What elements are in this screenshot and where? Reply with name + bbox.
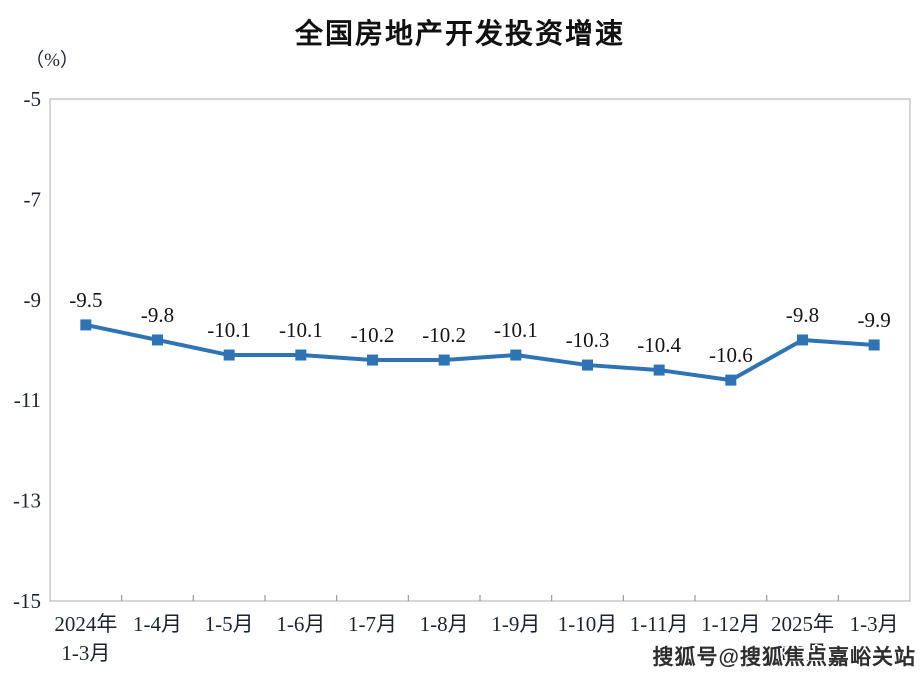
x-axis-category-label: 1-3月 bbox=[850, 612, 899, 636]
x-axis-category-label: 1-10月 bbox=[558, 612, 618, 636]
investment-growth-line bbox=[83, 322, 877, 383]
y-axis-tick-label: -5 bbox=[24, 87, 42, 111]
y-axis-tick-label: -13 bbox=[13, 489, 41, 513]
chart-title: 全国房地产开发投资增速 bbox=[294, 18, 625, 49]
data-point-marker bbox=[653, 364, 665, 376]
x-axis-category-label: 1-7月 bbox=[348, 612, 397, 636]
data-point-marker bbox=[80, 319, 92, 331]
watermark: 搜狐号@搜狐焦点嘉峪关站 bbox=[652, 646, 916, 669]
data-point-label: -10.6 bbox=[709, 343, 753, 367]
data-point-label: -9.9 bbox=[858, 308, 891, 332]
data-point-marker bbox=[438, 354, 450, 366]
y-axis-tick-label: -7 bbox=[24, 187, 42, 211]
y-axis-tick-label: -11 bbox=[14, 388, 41, 412]
data-point-marker bbox=[868, 339, 880, 351]
data-point-marker bbox=[295, 349, 307, 361]
x-axis-category-label: 1-6月 bbox=[276, 612, 325, 636]
data-point-label: -10.1 bbox=[279, 318, 323, 342]
data-point-marker bbox=[510, 349, 522, 361]
y-axis-tick-label: -9 bbox=[24, 288, 42, 312]
x-axis-category-label: 1-12月 bbox=[701, 612, 761, 636]
x-axis-category-label: 1-4月 bbox=[133, 612, 182, 636]
x-axis-category-label: 1-11月 bbox=[630, 612, 689, 636]
data-point-label: -9.8 bbox=[786, 303, 819, 327]
x-axis-category-label: 1-5月 bbox=[205, 612, 254, 636]
data-point-label: -10.1 bbox=[494, 318, 538, 342]
y-axis-unit-label: （%） bbox=[25, 50, 79, 71]
data-point-label: -10.3 bbox=[566, 328, 610, 352]
data-point-marker bbox=[725, 374, 737, 386]
data-point-label: -10.4 bbox=[637, 333, 681, 357]
data-point-marker bbox=[152, 334, 163, 346]
data-point-marker bbox=[797, 334, 808, 346]
data-point-label: -10.1 bbox=[207, 318, 251, 342]
y-axis-tick-label: -15 bbox=[13, 589, 41, 613]
data-point-label: -9.8 bbox=[141, 303, 174, 327]
data-point-marker bbox=[582, 359, 593, 371]
x-axis-category-label: 2024年 1-3月 bbox=[54, 612, 117, 665]
data-point-label: -10.2 bbox=[351, 323, 395, 347]
data-point-label: -10.2 bbox=[422, 323, 466, 347]
data-point-marker bbox=[223, 349, 235, 361]
x-axis-category-label: 1-9月 bbox=[491, 612, 540, 636]
data-point-marker bbox=[367, 354, 378, 366]
x-axis-category-label: 1-8月 bbox=[420, 612, 469, 636]
x-axis-category-label: 2025年 1-2月 bbox=[771, 612, 834, 665]
data-point-label: -9.5 bbox=[69, 288, 102, 312]
